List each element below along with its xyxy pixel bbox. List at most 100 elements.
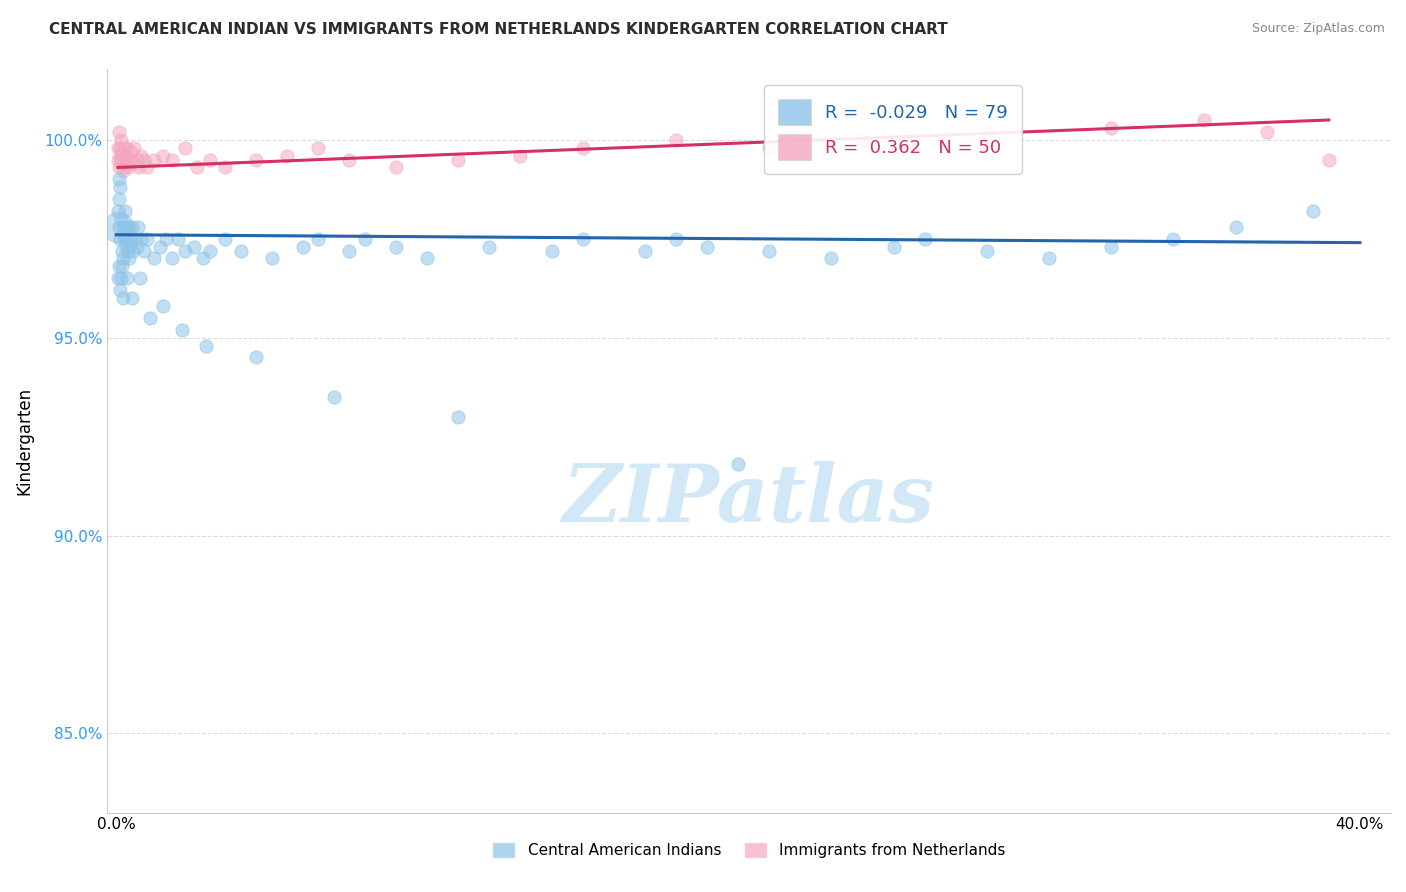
Legend: R =  -0.029   N = 79, R =  0.362   N = 50: R = -0.029 N = 79, R = 0.362 N = 50	[763, 85, 1022, 174]
Point	[727, 457, 749, 471]
Point	[820, 252, 842, 266]
Point	[162, 252, 184, 266]
Point	[136, 161, 159, 175]
Point	[107, 204, 129, 219]
Point	[114, 161, 136, 175]
Point	[115, 219, 138, 234]
Point	[339, 153, 361, 167]
Point	[127, 219, 149, 234]
Point	[110, 133, 132, 147]
Point	[245, 153, 267, 167]
Point	[385, 161, 408, 175]
Point	[110, 153, 132, 167]
Point	[124, 141, 146, 155]
Point	[115, 153, 138, 167]
Point	[447, 153, 470, 167]
Point	[108, 161, 131, 175]
Text: CENTRAL AMERICAN INDIAN VS IMMIGRANTS FROM NETHERLANDS KINDERGARTEN CORRELATION : CENTRAL AMERICAN INDIAN VS IMMIGRANTS FR…	[49, 22, 948, 37]
Point	[173, 244, 195, 258]
Point	[245, 351, 267, 365]
Point	[108, 283, 131, 297]
Point	[540, 244, 562, 258]
Point	[447, 409, 470, 424]
Point	[198, 244, 221, 258]
Point	[323, 390, 346, 404]
Point	[167, 232, 190, 246]
Point	[307, 232, 329, 246]
Point	[128, 271, 150, 285]
Point	[152, 299, 174, 313]
Point	[260, 252, 283, 266]
Point	[1099, 239, 1122, 253]
Point	[129, 232, 152, 246]
Point	[139, 310, 162, 325]
Point	[1256, 125, 1278, 139]
Point	[111, 164, 134, 178]
Point	[134, 153, 156, 167]
Point	[976, 125, 998, 139]
Point	[696, 239, 718, 253]
Point	[117, 244, 139, 258]
Point	[108, 141, 131, 155]
Point	[1194, 112, 1216, 127]
Point	[110, 211, 132, 226]
Point	[124, 232, 146, 246]
Point	[121, 153, 143, 167]
Point	[186, 161, 208, 175]
Point	[851, 133, 873, 147]
Point	[112, 291, 135, 305]
Point	[1225, 219, 1247, 234]
Point	[108, 125, 131, 139]
Point	[112, 141, 135, 155]
Point	[107, 141, 129, 155]
Point	[117, 141, 139, 155]
Point	[976, 244, 998, 258]
Point	[115, 271, 138, 285]
Point	[107, 153, 129, 167]
Point	[634, 244, 657, 258]
Point	[110, 260, 132, 274]
Point	[108, 148, 131, 162]
Point	[198, 153, 221, 167]
Point	[111, 244, 134, 258]
Point	[110, 180, 132, 194]
Point	[914, 232, 936, 246]
Point	[134, 244, 156, 258]
Point	[183, 239, 205, 253]
Point	[108, 260, 131, 274]
Point	[478, 239, 501, 253]
Point	[115, 232, 138, 246]
Point	[125, 153, 148, 167]
Point	[112, 252, 135, 266]
Point	[118, 153, 141, 167]
Point	[118, 252, 141, 266]
Point	[307, 141, 329, 155]
Point	[214, 232, 236, 246]
Point	[354, 232, 377, 246]
Point	[142, 252, 165, 266]
Point	[120, 232, 142, 246]
Text: Source: ZipAtlas.com: Source: ZipAtlas.com	[1251, 22, 1385, 36]
Point	[114, 148, 136, 162]
Point	[1038, 252, 1060, 266]
Point	[149, 239, 172, 253]
Point	[1099, 120, 1122, 135]
Point	[111, 219, 134, 234]
Point	[107, 219, 129, 234]
Point	[571, 232, 593, 246]
Point	[883, 239, 905, 253]
Point	[1317, 153, 1340, 167]
Point	[1163, 232, 1185, 246]
Point	[110, 271, 132, 285]
Point	[120, 239, 142, 253]
Point	[214, 161, 236, 175]
Point	[142, 153, 165, 167]
Point	[571, 141, 593, 155]
Point	[1302, 204, 1324, 219]
Y-axis label: Kindergarten: Kindergarten	[15, 386, 32, 494]
Point	[155, 232, 177, 246]
Point	[110, 153, 132, 167]
Point	[128, 161, 150, 175]
Point	[509, 148, 531, 162]
Point	[339, 244, 361, 258]
